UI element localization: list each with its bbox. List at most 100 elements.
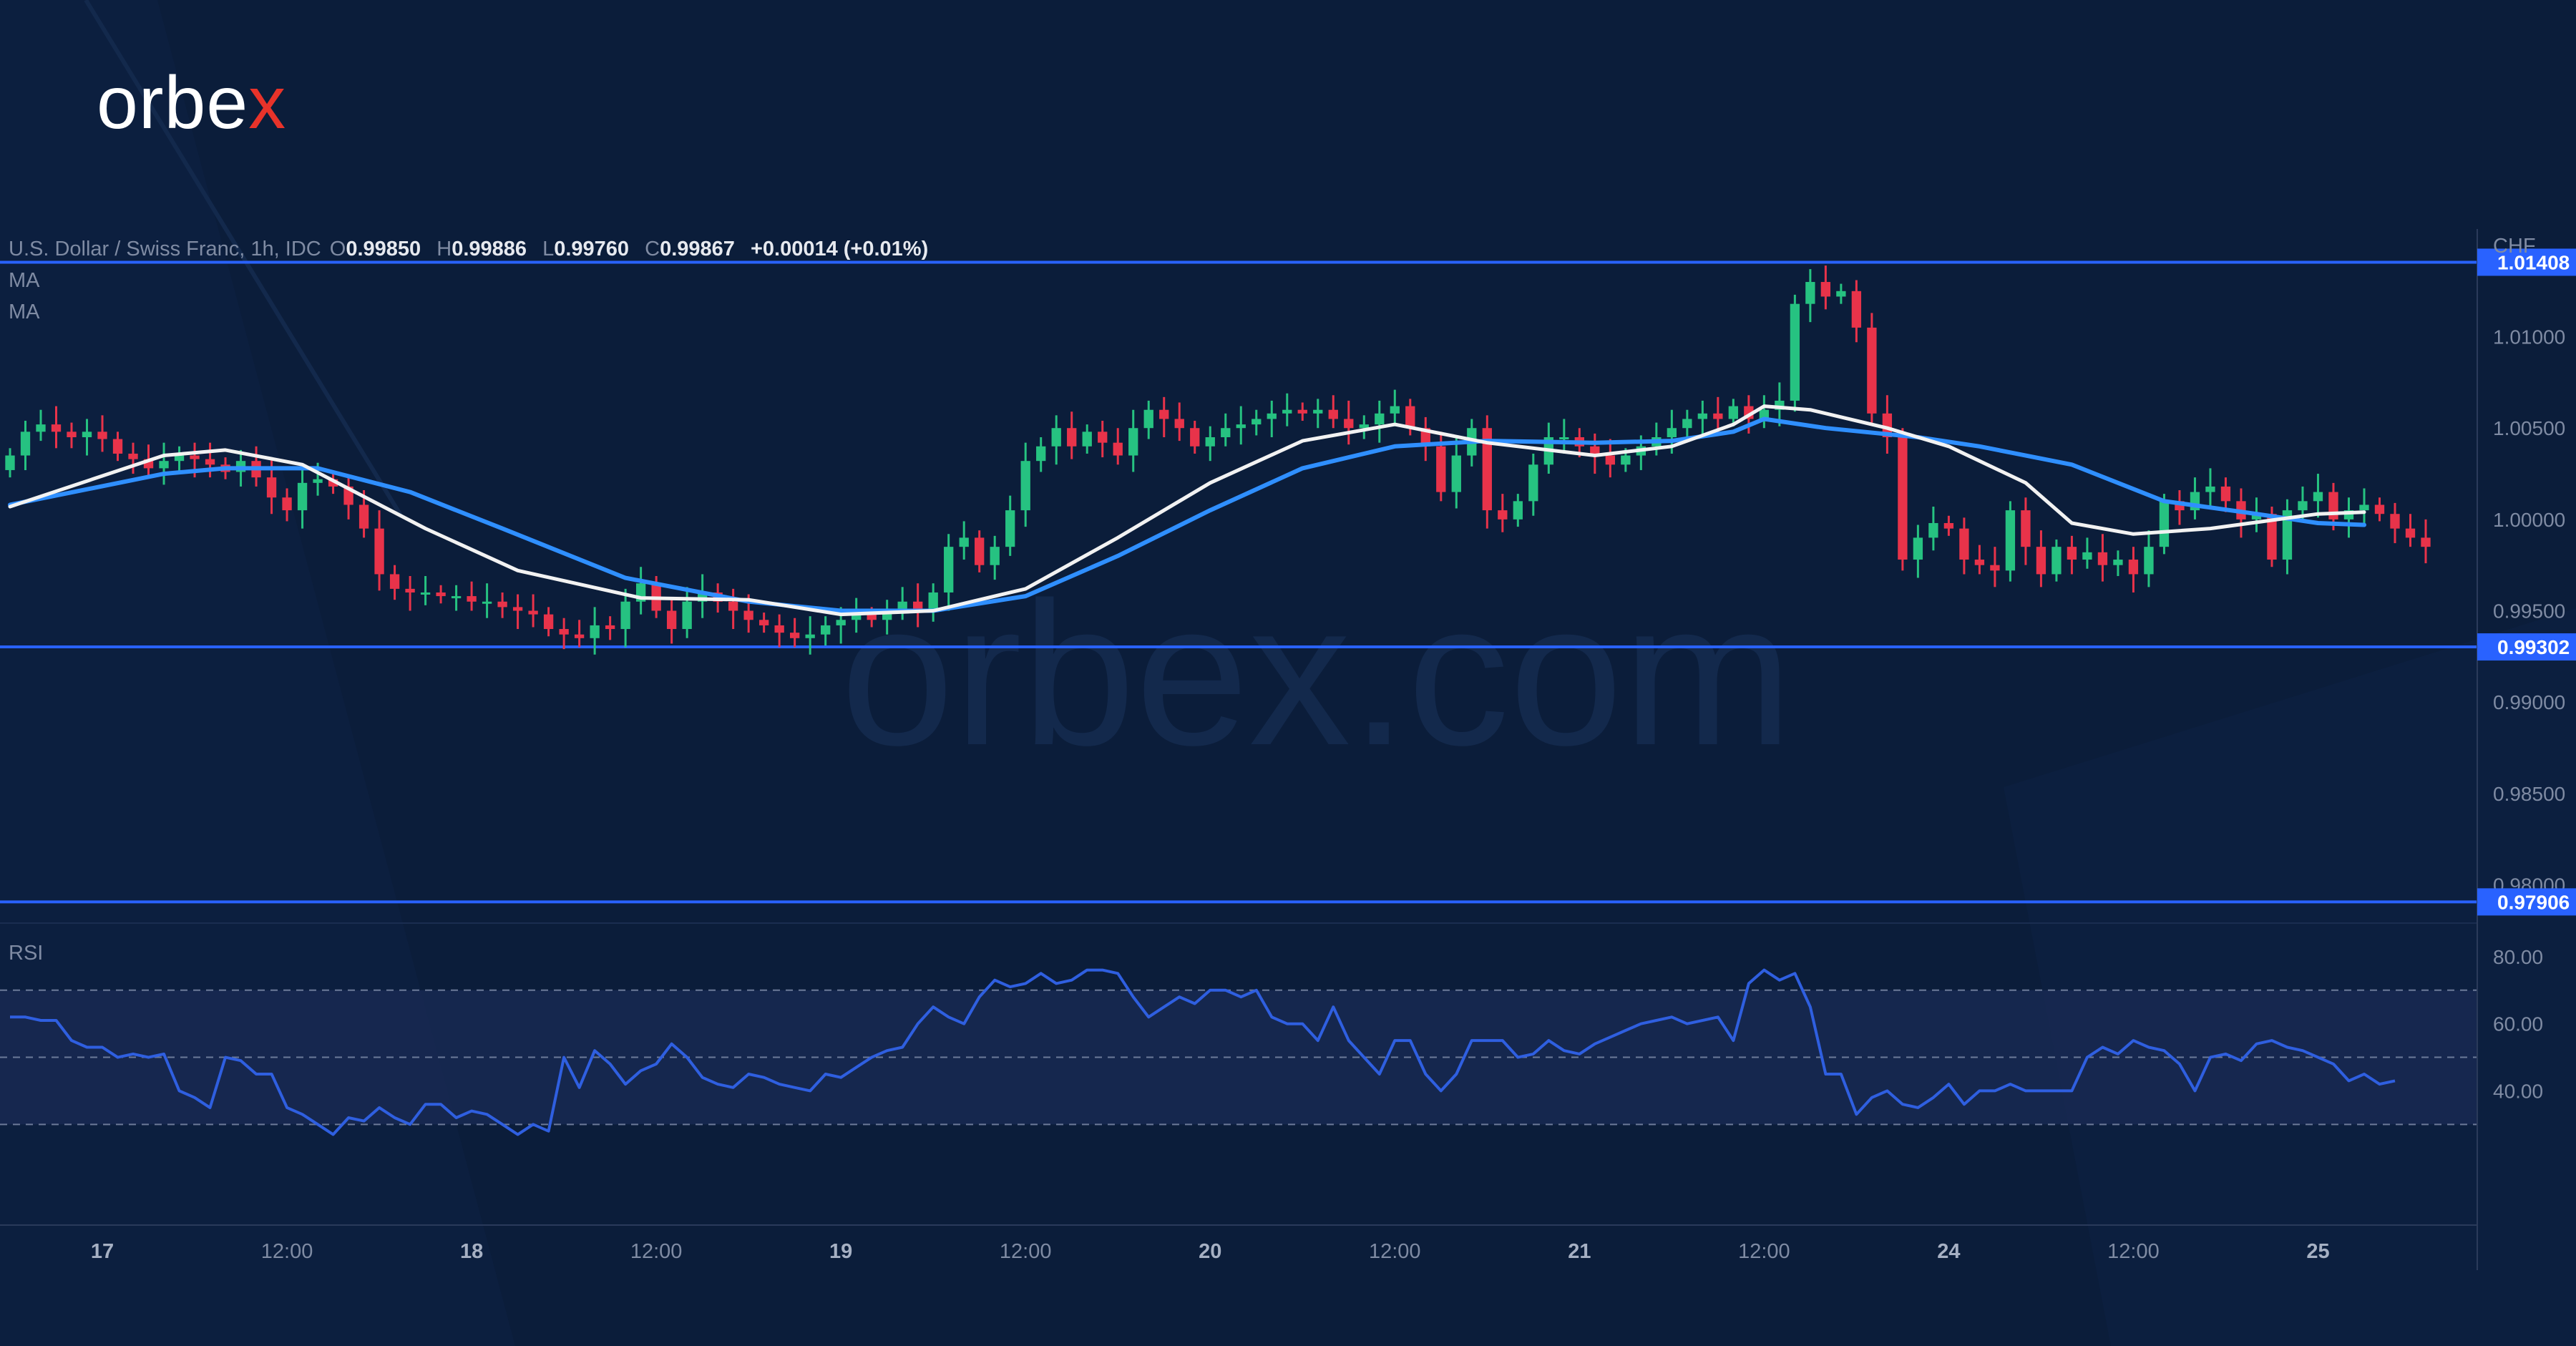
low-label: L [542,238,555,260]
candle-body [128,453,138,459]
candle-body [1128,428,1138,456]
candle-99 [1528,453,1538,516]
candle-body [313,479,323,483]
candle-body [82,431,92,437]
candle-155 [2390,502,2400,544]
candle-body [528,610,538,615]
candle-121 [1867,313,1877,423]
horizontal-levels[interactable] [0,260,2477,924]
candle-body [2097,552,2108,565]
time-tick-label: 12:00 [2107,1240,2160,1263]
candle-body [867,614,877,620]
symbol-name: U.S. Dollar / Swiss Franc, 1h, IDC [9,238,321,260]
candle-body [1682,419,1692,429]
candle-84 [1297,402,1307,421]
candle-109 [1682,409,1692,439]
level-tag-label: 0.97906 [2497,891,2570,913]
candle-62 [959,521,969,560]
candle-body [1959,528,1969,560]
candle-68 [1051,415,1061,465]
candlestick-series [5,265,2431,655]
candle-body [1836,291,1846,297]
ma-slow-legend[interactable]: MA [9,301,40,323]
candle-83 [1282,393,1292,426]
candle-body [1559,437,1569,439]
candle-1 [20,421,31,470]
watermark-layer: orbex.com [841,560,1793,788]
candle-body [1882,413,1893,437]
level-tag-label: 0.99302 [2497,636,2570,658]
candle-body [1205,437,1215,447]
candle-86 [1328,395,1338,429]
logo-x: x [248,62,287,145]
candle-body [944,547,954,592]
candle-body [112,439,123,454]
candle-body [2267,514,2277,560]
candle-body [1267,413,1277,419]
candle-132 [2036,530,2046,587]
rsi-line [10,968,2396,1136]
candle-152 [2343,497,2354,538]
rsi-title[interactable]: RSI [9,942,44,965]
symbol-legend[interactable]: U.S. Dollar / Swiss Franc, 1h, IDC O 0.99… [9,238,938,261]
candle-73 [1128,409,1138,472]
candle-body [67,431,77,437]
open-label: O [329,238,346,260]
candle-body [2421,537,2431,547]
candle-87 [1344,400,1354,445]
candle-body [328,479,338,487]
candle-body [1313,409,1323,414]
candle-70 [1082,424,1092,454]
candle-body [543,614,554,630]
candle-body [2051,547,2062,575]
time-tick-label: 20 [1199,1240,1221,1263]
candle-156 [2405,514,2416,547]
candle-157 [2421,519,2431,564]
candle-44 [682,587,692,638]
candle-26 [405,576,415,611]
candle-body [389,574,400,589]
candle-body [1528,464,1538,502]
candle-body [821,625,831,635]
candle-body [1082,431,1092,447]
candle-18 [282,488,292,522]
candle-body [51,424,62,432]
candle-body [2005,510,2016,571]
candle-59 [913,583,923,628]
candle-111 [1713,396,1723,432]
candle-body [1005,510,1015,547]
candle-22 [343,475,353,520]
candle-body [1190,428,1200,447]
ma-fast-legend[interactable]: MA [9,269,40,292]
candle-body [928,592,938,611]
candle-119 [1836,283,1846,304]
candle-66 [1020,442,1030,527]
candle-body [1943,522,1954,529]
candle-7 [112,431,123,462]
candle-35 [543,607,554,637]
candle-body [2128,560,2139,575]
candle-body [1713,413,1723,419]
candle-126 [1943,515,1954,536]
logo-text: orbe [97,62,249,145]
candle-137 [2113,550,2123,576]
candle-body [1282,409,1292,414]
candle-144 [2220,477,2231,512]
candle-78 [1205,426,1215,462]
rsi-band [0,989,2477,1126]
candle-129 [1990,547,2000,587]
candle-body [1790,303,1800,401]
candle-body [2220,486,2231,502]
candle-3 [51,406,62,449]
candle-body [574,634,585,638]
candle-body [2067,547,2077,560]
candle-122 [1882,395,1893,454]
candle-body [2251,514,2262,520]
low-value: 0.99760 [554,238,630,260]
candle-97 [1498,494,1508,532]
candle-114 [1759,395,1770,429]
candle-53 [821,616,831,645]
candle-body [5,455,15,470]
time-tick-label: 12:00 [630,1240,683,1263]
